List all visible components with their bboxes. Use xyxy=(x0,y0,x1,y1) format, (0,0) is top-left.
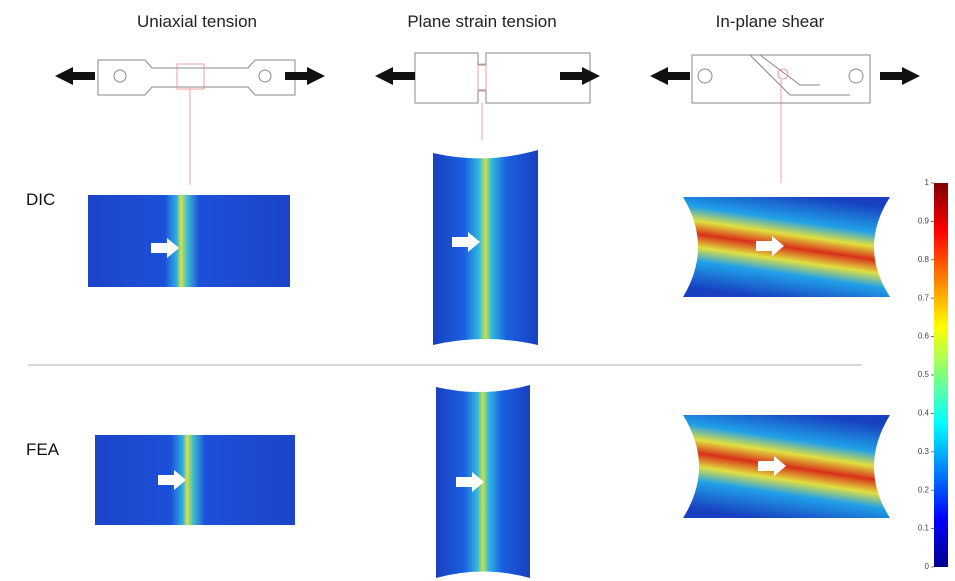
strain-maps xyxy=(88,150,890,578)
column-title: Uniaxial tension xyxy=(137,12,257,31)
row-label: FEA xyxy=(26,440,60,459)
colorbar-tick-label: 0.5 xyxy=(918,370,930,379)
colorbar-tick-label: 0.8 xyxy=(918,255,930,264)
row-label: DIC xyxy=(26,190,55,209)
colorbar-tick-label: 1 xyxy=(925,178,930,187)
colorbar-tick-label: 0.7 xyxy=(918,293,930,302)
colorbar-tick-label: 0.9 xyxy=(918,217,930,226)
colorbar-tick-label: 0.3 xyxy=(918,447,930,456)
colorbar-tick-label: 0.4 xyxy=(918,409,930,418)
specimen-sketches xyxy=(55,52,920,185)
column-title: Plane strain tension xyxy=(407,12,556,31)
colorbar-tick-label: 0.6 xyxy=(918,332,930,341)
colorbar-tick-label: 0 xyxy=(925,562,930,571)
colorbar-tick-label: 0.2 xyxy=(918,485,930,494)
column-title: In-plane shear xyxy=(716,12,825,31)
colorbar xyxy=(934,183,948,567)
colorbar-tick-label: 0.1 xyxy=(918,524,930,533)
